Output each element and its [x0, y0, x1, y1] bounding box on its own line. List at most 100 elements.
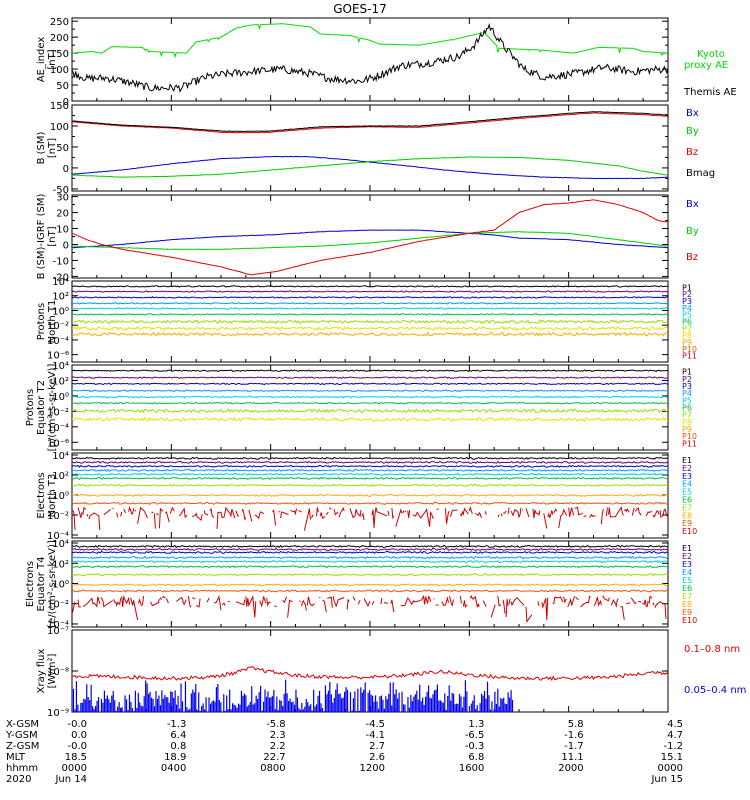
- date-start: Jun 14: [54, 774, 87, 785]
- x-row-value: 4.5: [667, 719, 683, 730]
- y-tick-label: 10⁻²: [47, 600, 69, 611]
- x-row-value: -4.5: [365, 719, 385, 730]
- x-row-value: 1600: [459, 763, 484, 774]
- legend-label: E1: [682, 456, 692, 465]
- series-line-themis-ae: [72, 22, 668, 93]
- legend-label: P11: [682, 439, 697, 448]
- x-row-label: X-GSM: [6, 719, 39, 730]
- y-axis-label: North T3: [47, 474, 58, 518]
- series-line-e4: [72, 555, 668, 560]
- series-line-by: [72, 156, 668, 178]
- series-line-e8: [72, 493, 668, 498]
- legend-label: P5: [682, 396, 692, 405]
- y-tick-label: 0: [63, 164, 69, 175]
- date-end: Jun 15: [650, 774, 683, 785]
- y-tick-label: 10⁻⁶: [47, 438, 69, 449]
- y-tick-label: 30: [56, 193, 69, 204]
- y-axis-label: [W/m²]: [47, 653, 58, 688]
- series-line-p7: [72, 319, 668, 325]
- series-line-p6: [72, 313, 668, 316]
- legend-label: P8: [682, 418, 692, 427]
- legend-label: Kyoto proxy AE: [684, 49, 728, 71]
- x-row-value: 2000: [558, 763, 583, 774]
- legend-label: Bx: [686, 199, 699, 210]
- y-tick-label: 10⁻⁴: [47, 423, 69, 434]
- panel-bsm: -50 0 50 100 150 B (SM) [nT] Bx By Bz Bmag: [36, 101, 715, 196]
- series-line-e5: [72, 559, 668, 564]
- y-tick-label: 10⁻²: [47, 407, 69, 418]
- x-row-value: -4.1: [365, 730, 385, 741]
- legend-label: 0.05–0.4 nm: [684, 685, 746, 696]
- y-tick-label: 10⁻⁴: [47, 336, 69, 347]
- x-row-value: 22.7: [263, 752, 285, 763]
- x-row-value: -0.0: [67, 719, 87, 730]
- x-row-value: 0000: [62, 763, 87, 774]
- series-line-e5: [72, 472, 668, 476]
- legend-label: Bz: [686, 147, 698, 158]
- x-row-value: 4.7: [667, 730, 683, 741]
- y-tick-label: 10⁴: [52, 277, 69, 288]
- legend-label: E7: [682, 592, 692, 601]
- series-line-e9: [72, 501, 668, 505]
- legend-label: P4: [682, 389, 692, 398]
- panel-ee: 10⁻⁴ 10⁻² 10⁰ 10² 10⁴ Electrons Equator T4 [e/(…: [25, 539, 697, 631]
- plot-area: [72, 111, 668, 180]
- legend-label: E9: [682, 519, 692, 528]
- series-line-e7: [72, 483, 668, 488]
- series-line-bz: [72, 199, 668, 276]
- legend-label: E6: [682, 584, 692, 593]
- x-row-value: 1.3: [468, 719, 484, 730]
- series-line-p5: [72, 307, 668, 310]
- series-line-p3: [72, 296, 668, 299]
- y-tick-label: 10⁻⁴: [47, 531, 69, 542]
- panel-frame: [71, 17, 669, 102]
- y-axis-label: [p/(cm²-s-sr-keV)]: [47, 364, 58, 452]
- y-tick-label: 10⁻⁸: [47, 667, 69, 678]
- legend-label: E3: [682, 472, 692, 481]
- y-tick-label: 200: [50, 33, 69, 44]
- y-axis-label: Equator T2: [36, 380, 47, 435]
- panel-bigrf: -20 -10 0 10 20 30 B (SM)-IGRF (SM) [nT] Bx By Bz: [36, 193, 699, 284]
- panel-frame: [71, 194, 669, 279]
- series-line-e2: [72, 460, 668, 464]
- y-tick-label: 10⁴: [52, 451, 69, 462]
- series-line-bx: [72, 229, 668, 249]
- y-tick-label: 10⁻²: [47, 511, 69, 522]
- y-tick-label: 10⁰: [52, 491, 69, 502]
- series-line-e9: [72, 589, 668, 593]
- series-line-e3: [72, 464, 668, 468]
- legend-label: Bz: [686, 252, 698, 263]
- x-row-value: 15.1: [661, 752, 683, 763]
- x-row-value: -1.3: [167, 719, 187, 730]
- y-axis-label: Xray flux: [36, 649, 47, 694]
- legend-label: P7: [682, 324, 692, 333]
- plot-area: [72, 456, 668, 531]
- legend-label: P3: [682, 382, 692, 391]
- y-tick-label: 10²: [52, 471, 69, 482]
- y-tick-label: -10: [53, 256, 69, 267]
- series-line-bz: [72, 112, 668, 134]
- y-tick-label: 10⁻⁷: [47, 626, 69, 637]
- series-line-e3: [72, 550, 668, 555]
- y-tick-label: 10⁻⁹: [47, 708, 69, 719]
- x-row-value: 0400: [161, 763, 186, 774]
- y-tick-label: 10⁻⁴: [47, 620, 69, 631]
- y-tick-label: 10⁰: [52, 579, 69, 590]
- series-line-p2: [72, 290, 668, 293]
- series-line-p4: [72, 302, 668, 305]
- series-line-kyoto: [72, 23, 668, 59]
- x-row-value: 11.1: [561, 752, 583, 763]
- series-line-e1: [72, 544, 668, 549]
- plot-area: [72, 544, 668, 624]
- series-line-e8: [72, 583, 668, 587]
- plot-area: [72, 22, 668, 93]
- x-row-value: 2.7: [369, 741, 385, 752]
- legend-label: E8: [682, 600, 692, 609]
- x-row-label: Z-GSM: [6, 741, 39, 752]
- legend-label: P5: [682, 311, 692, 320]
- y-axis-label: [e/(cm²-s-sr-keV)]: [47, 540, 58, 628]
- x-row-value: 1200: [360, 763, 385, 774]
